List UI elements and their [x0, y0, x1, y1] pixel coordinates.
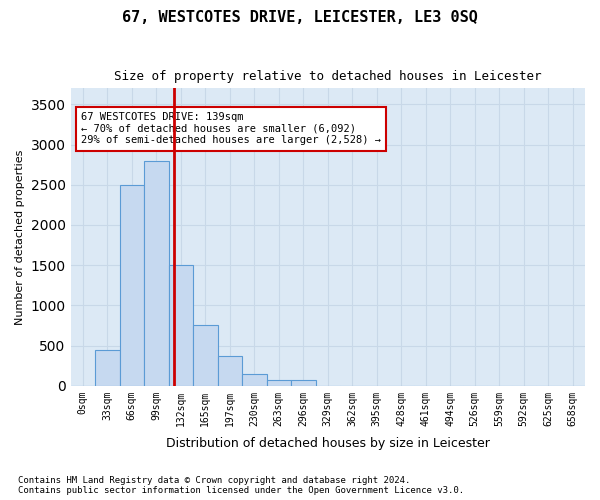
- Text: 67 WESTCOTES DRIVE: 139sqm
← 70% of detached houses are smaller (6,092)
29% of s: 67 WESTCOTES DRIVE: 139sqm ← 70% of deta…: [81, 112, 381, 146]
- Bar: [291, 380, 316, 386]
- Bar: [218, 356, 242, 386]
- Bar: [242, 374, 266, 386]
- Text: Contains HM Land Registry data © Crown copyright and database right 2024.
Contai: Contains HM Land Registry data © Crown c…: [18, 476, 464, 495]
- Bar: [193, 326, 218, 386]
- Text: 67, WESTCOTES DRIVE, LEICESTER, LE3 0SQ: 67, WESTCOTES DRIVE, LEICESTER, LE3 0SQ: [122, 10, 478, 25]
- Bar: [144, 160, 169, 386]
- Bar: [95, 350, 119, 386]
- Bar: [266, 380, 291, 386]
- Bar: [119, 185, 144, 386]
- Bar: [169, 265, 193, 386]
- Title: Size of property relative to detached houses in Leicester: Size of property relative to detached ho…: [114, 70, 542, 83]
- X-axis label: Distribution of detached houses by size in Leicester: Distribution of detached houses by size …: [166, 437, 490, 450]
- Y-axis label: Number of detached properties: Number of detached properties: [15, 150, 25, 324]
